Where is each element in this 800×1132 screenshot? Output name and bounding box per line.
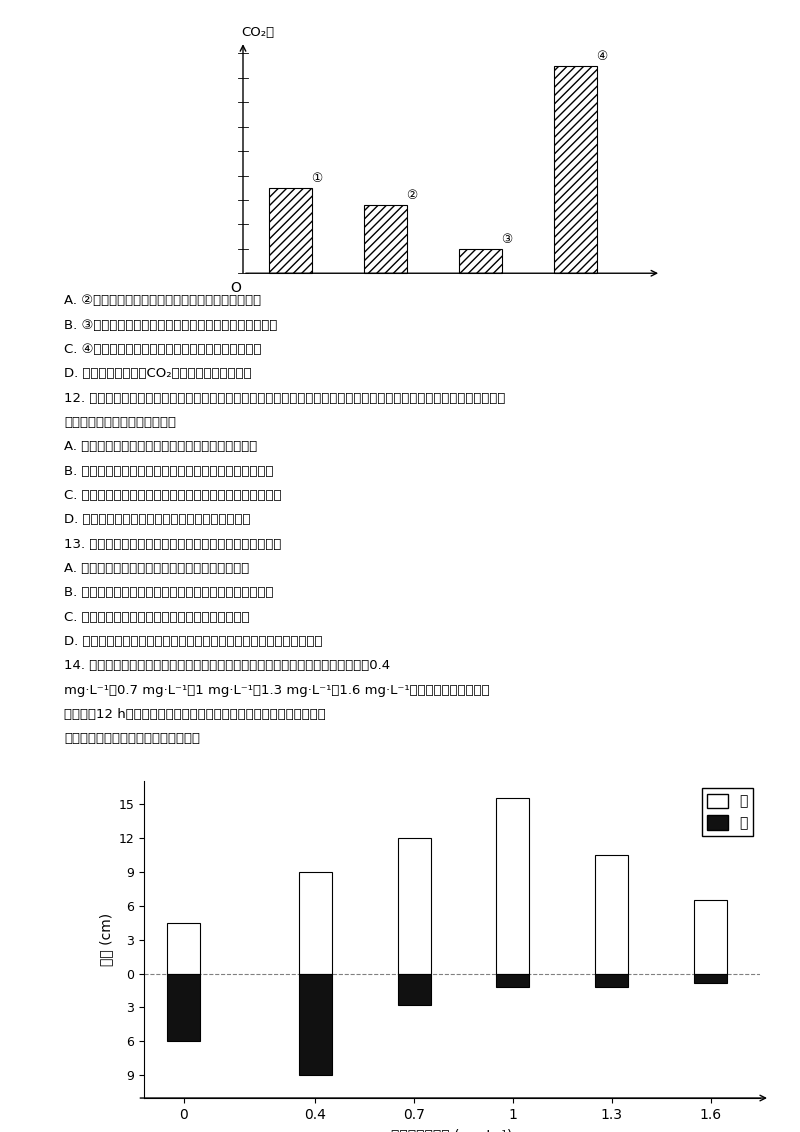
- Text: 根据实验结果分析不正确的是（　　）: 根据实验结果分析不正确的是（ ）: [64, 732, 200, 745]
- Y-axis label: 长度 (cm): 长度 (cm): [99, 914, 113, 966]
- Text: D. 在制作生态缸观察其稳定性的实验中，生态缸要避免阳光的直接照射: D. 在制作生态缸观察其稳定性的实验中，生态缸要避免阳光的直接照射: [64, 635, 322, 648]
- Bar: [595, 974, 628, 987]
- Text: D. 沙化地区生态系统的恢复会改善当地的气候条件: D. 沙化地区生态系统的恢复会改善当地的气候条件: [64, 514, 250, 526]
- Text: ①: ①: [311, 172, 322, 185]
- Bar: [167, 923, 200, 974]
- Bar: [497, 798, 530, 974]
- Text: 12. 我国西北沙化地区为恢复生态系统采用乔、灌、草相结合的方法，通过栽种多种植被来防风固沙，取得了良好的效果。: 12. 我国西北沙化地区为恢复生态系统采用乔、灌、草相结合的方法，通过栽种多种植…: [64, 392, 506, 404]
- Bar: [398, 838, 430, 974]
- Bar: [269, 188, 312, 273]
- X-axis label: 蕊乙酸溶液浓度 (mg·L⁻¹): 蕊乙酸溶液浓度 (mg·L⁻¹): [391, 1129, 513, 1132]
- Text: ③: ③: [501, 233, 512, 246]
- Text: A. 减少对草场的过度放牧是恢复生态系统的条件之一: A. 减少对草场的过度放牧是恢复生态系统的条件之一: [64, 440, 258, 453]
- Bar: [299, 872, 332, 974]
- Text: C. ④的数值可间接表示流经该生态系统总能量的多少: C. ④的数值可间接表示流经该生态系统总能量的多少: [64, 343, 262, 355]
- Text: ②: ②: [406, 189, 418, 201]
- Text: B. 栽种多种植可增加生物多样性，提高生态系统的稳定性: B. 栽种多种植可增加生物多样性，提高生态系统的稳定性: [64, 465, 274, 478]
- Text: 绿豆种子12 h，再在相同且适宜条件下培养，得到实验结果如图所示。: 绿豆种子12 h，再在相同且适宜条件下培养，得到实验结果如图所示。: [64, 709, 326, 721]
- Text: CO₂量: CO₂量: [241, 26, 274, 38]
- Text: 以下相关叙述错误的是（　　）: 以下相关叙述错误的是（ ）: [64, 417, 176, 429]
- Bar: [299, 974, 332, 1075]
- Text: mg·L⁻¹、0.7 mg·L⁻¹、1 mg·L⁻¹、1.3 mg·L⁻¹、1.6 mg·L⁻¹的蕊乙酸溶液分别浸泡: mg·L⁻¹、0.7 mg·L⁻¹、1 mg·L⁻¹、1.3 mg·L⁻¹、1.…: [64, 684, 490, 696]
- Text: B. 可通过相应物质、能量的投入，提高生态系统的稳定性: B. 可通过相应物质、能量的投入，提高生态系统的稳定性: [64, 586, 274, 599]
- Text: D. 该生态系统一年中CO₂的释放量与消耗量相等: D. 该生态系统一年中CO₂的释放量与消耗量相等: [64, 368, 252, 380]
- Bar: [595, 855, 628, 974]
- Bar: [364, 205, 407, 273]
- Bar: [554, 66, 597, 273]
- Text: A. ②的量越小，说明该生态系统施用的有机肥料越多: A. ②的量越小，说明该生态系统施用的有机肥料越多: [64, 294, 261, 307]
- Text: C. 禁止开发利用当地的生物资源是恢复生态系统的必要措施: C. 禁止开发利用当地的生物资源是恢复生态系统的必要措施: [64, 489, 282, 501]
- Bar: [398, 974, 430, 1005]
- Text: 13. 下列有关生态系统稳定性的叙述，不正确的是（　　）: 13. 下列有关生态系统稳定性的叙述，不正确的是（ ）: [64, 538, 282, 550]
- Text: O: O: [230, 281, 241, 294]
- Bar: [497, 974, 530, 987]
- Legend: 芽, 根: 芽, 根: [702, 788, 753, 835]
- Bar: [694, 974, 727, 983]
- Text: A. 不同生态系统的抗力稳定性和恢复力稳定性不同: A. 不同生态系统的抗力稳定性和恢复力稳定性不同: [64, 563, 250, 575]
- Bar: [167, 974, 200, 1041]
- Text: B. ③的数值可间接表示该生态系统中消费者同化量的多少: B. ③的数值可间接表示该生态系统中消费者同化量的多少: [64, 319, 278, 332]
- Bar: [459, 249, 502, 273]
- Text: 14. 为探究不同浓度的蕊乙酸溶液对绿豆发芽的影响，某实验小组用等量的蒸馏水、0.4: 14. 为探究不同浓度的蕊乙酸溶液对绿豆发芽的影响，某实验小组用等量的蒸馏水、0…: [64, 660, 390, 672]
- Bar: [694, 900, 727, 974]
- Text: ④: ④: [596, 50, 607, 62]
- Text: C. 农田生态系统的抗抗力稳定性比森林生态系统高: C. 农田生态系统的抗抗力稳定性比森林生态系统高: [64, 611, 250, 624]
